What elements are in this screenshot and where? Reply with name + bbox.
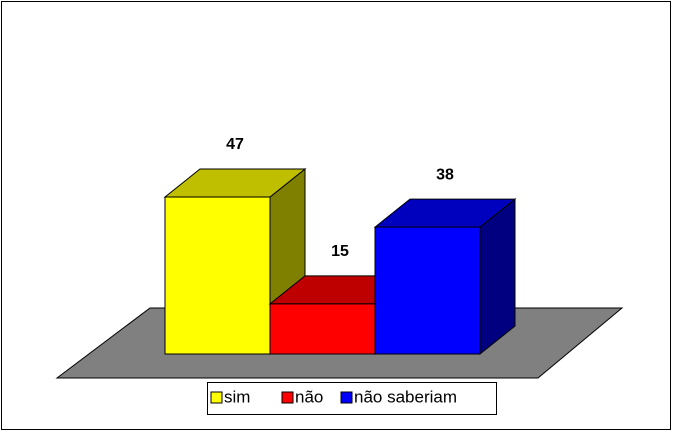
bar-front (164, 196, 271, 355)
data-label: 15 (331, 243, 349, 260)
legend-swatch (340, 391, 353, 404)
legend-label: não (295, 387, 323, 406)
bar-front (269, 303, 376, 355)
legend-swatch (210, 391, 223, 404)
data-label: 38 (436, 166, 454, 183)
legend-label: não saberiam (354, 387, 457, 406)
data-label: 47 (226, 136, 244, 153)
bar-front (374, 226, 481, 355)
bar (373, 198, 517, 356)
legend-swatch (281, 391, 294, 404)
legend-label: sim (224, 387, 250, 406)
